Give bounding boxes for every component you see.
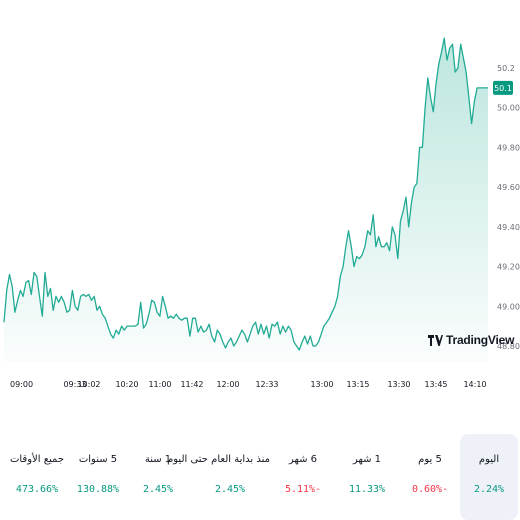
price-chart-svg[interactable]: 50.250.0049.8049.6049.4049.2049.0048.80 …: [0, 0, 520, 400]
period-change-value: 2.45%: [142, 484, 174, 495]
last-price-label: 50.1: [494, 84, 512, 93]
period-button[interactable]: اليوم 2.24%: [460, 434, 518, 520]
x-tick-label: 12:00: [216, 380, 239, 389]
period-button[interactable]: 5 سنوات 130.88%: [68, 434, 128, 520]
period-label: 5 يوم: [418, 454, 442, 465]
x-tick-label: 13:45: [424, 380, 447, 389]
y-tick-label: 50.00: [497, 104, 520, 113]
y-tick-label: 50.2: [497, 64, 515, 73]
period-label: 6 شهر: [288, 454, 318, 465]
y-tick-label: 49.20: [497, 263, 520, 272]
y-tick-label: 48.80: [497, 342, 520, 351]
period-label: جميع الأوقات: [9, 454, 65, 465]
y-tick-label: 49.40: [497, 223, 520, 232]
period-label: 1 سنة: [144, 454, 172, 465]
x-tick-label: 10:02: [77, 380, 100, 389]
x-tick-label: 13:00: [310, 380, 333, 389]
period-label: 1 شهر: [352, 454, 382, 465]
period-change-value: 2.24%: [473, 484, 505, 495]
price-line[interactable]: [3, 37, 488, 351]
period-change-value: 0.60%-: [411, 484, 449, 495]
period-button[interactable]: 1 سنة 2.45%: [128, 434, 188, 520]
period-change-value: 11.33%: [348, 484, 386, 495]
tradingview-logo-text: TradingView: [446, 333, 515, 347]
x-tick-label: 11:42: [180, 380, 203, 389]
period-change-value: 2.45%: [214, 484, 246, 495]
price-chart[interactable]: 50.2 50.00 49.80 49.60 49.40 49.20 49.00 48.80 …: [0, 0, 520, 400]
period-button[interactable]: جميع الأوقات 473.66%: [2, 434, 72, 520]
y-tick-label: 49.00: [497, 302, 520, 311]
x-tick-label: 09:33: [63, 380, 86, 389]
tradingview-logo[interactable]: TradingView: [428, 333, 514, 347]
x-tick-label: 09:00: [10, 380, 33, 389]
y-tick-label: 49.80: [497, 143, 520, 152]
x-tick-label: 13:15: [346, 380, 369, 389]
period-change-value: 5.11%-: [284, 484, 322, 495]
price-area-fill: [4, 38, 488, 362]
period-change-value: 130.88%: [76, 484, 120, 495]
period-button[interactable]: 6 شهر 5.11%-: [272, 434, 334, 520]
period-button[interactable]: منذ بداية العام حتى اليوم 2.45%: [167, 434, 270, 520]
period-button[interactable]: 5 يوم 0.60%-: [400, 434, 460, 520]
period-label: اليوم: [478, 454, 500, 465]
period-change-value: 473.66%: [15, 484, 59, 495]
period-button[interactable]: 1 شهر 11.33%: [336, 434, 398, 520]
performance-periods: جميع الأوقات 473.66% 5 سنوات 130.88% 1 سنة 2.…: [0, 434, 520, 520]
period-label: 5 سنوات: [78, 454, 118, 465]
x-tick-label: 14:10: [463, 380, 486, 389]
x-tick-label: 11:00: [148, 380, 171, 389]
period-label: منذ بداية العام حتى اليوم: [167, 454, 270, 465]
y-tick-label: 49.60: [497, 183, 520, 192]
tradingview-logo-icon: [428, 334, 443, 346]
last-price-badge: [493, 80, 513, 95]
x-tick-label: 10:20: [115, 380, 138, 389]
x-tick-label: 12:33: [255, 380, 278, 389]
x-tick-label: 13:30: [387, 380, 410, 389]
